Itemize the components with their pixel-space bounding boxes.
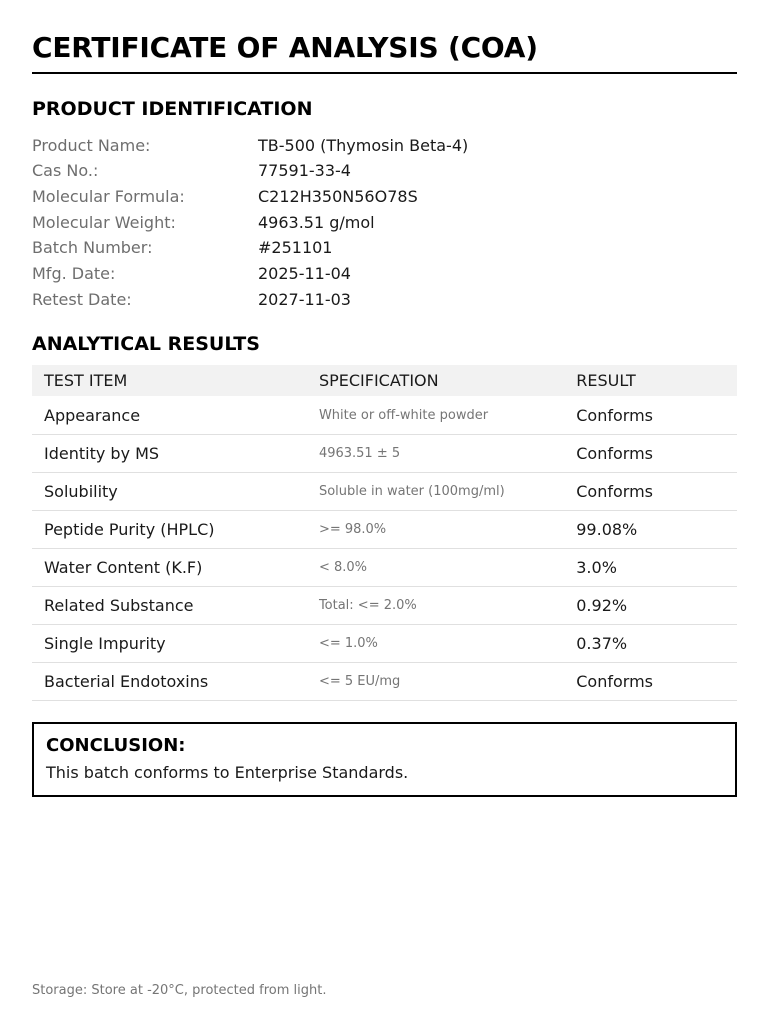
table-row: Bacterial Endotoxins <= 5 EU/mg Conforms <box>32 662 737 701</box>
result-cell: Conforms <box>564 434 737 473</box>
result-cell: 3.0% <box>564 548 737 587</box>
test-item-cell: Peptide Purity (HPLC) <box>32 510 307 549</box>
column-header-specification: SPECIFICATION <box>306 365 565 397</box>
coa-document: CERTIFICATE OF ANALYSIS (COA) PRODUCT ID… <box>32 31 737 797</box>
test-item-cell: Solubility <box>32 472 307 511</box>
table-row: Appearance White or off-white powder Con… <box>32 396 737 435</box>
table-row: Related Substance Total: <= 2.0% 0.92% <box>32 586 737 625</box>
title-divider <box>32 71 737 74</box>
field-label: Cas No.: <box>32 161 99 181</box>
table-row: Identity by MS 4963.51 ± 5 Conforms <box>32 434 737 473</box>
specification-cell: <= 1.0% <box>306 624 565 663</box>
product-identification-heading: PRODUCT IDENTIFICATION <box>32 97 313 120</box>
product-field-row: Product Name: TB-500 (Thymosin Beta-4) <box>32 133 737 159</box>
storage-note: Storage: Store at -20°C, protected from … <box>32 983 327 998</box>
field-value: 4963.51 g/mol <box>258 212 375 232</box>
specification-cell: <= 5 EU/mg <box>306 662 565 701</box>
table-row: Single Impurity <= 1.0% 0.37% <box>32 624 737 663</box>
product-identification-section: PRODUCT IDENTIFICATION Product Name: TB-… <box>32 98 737 313</box>
test-item-cell: Identity by MS <box>32 434 307 473</box>
table-row: Water Content (K.F) < 8.0% 3.0% <box>32 548 737 587</box>
table-row: Peptide Purity (HPLC) >= 98.0% 99.08% <box>32 510 737 549</box>
column-header-result: RESULT <box>564 365 737 397</box>
specification-cell: < 8.0% <box>306 548 565 587</box>
test-item-cell: Single Impurity <box>32 624 307 663</box>
specification-cell: 4963.51 ± 5 <box>306 434 565 473</box>
product-field-row: Batch Number: #251101 <box>32 235 737 261</box>
conclusion-box: CONCLUSION: This batch conforms to Enter… <box>32 721 737 797</box>
analytical-results-section: ANALYTICAL RESULTS TEST ITEM SPECIFICATI… <box>32 333 737 701</box>
specification-cell: White or off-white powder <box>306 396 565 435</box>
field-value: 2025-11-04 <box>258 264 351 284</box>
specification-cell: >= 98.0% <box>306 510 565 549</box>
field-value: C212H350N56O78S <box>258 187 418 206</box>
field-value: TB-500 (Thymosin Beta-4) <box>258 135 469 155</box>
field-label: Retest Date: <box>32 289 132 309</box>
product-field-row: Molecular Weight: 4963.51 g/mol <box>32 210 737 236</box>
product-identification-fields: Product Name: TB-500 (Thymosin Beta-4) C… <box>32 133 737 313</box>
field-label: Product Name: <box>32 135 151 155</box>
analytical-results-table: TEST ITEM SPECIFICATION RESULT Appearanc… <box>32 365 737 701</box>
field-label: Molecular Weight: <box>32 212 176 232</box>
result-cell: 0.92% <box>564 586 737 625</box>
table-header-row: TEST ITEM SPECIFICATION RESULT <box>32 365 737 397</box>
result-cell: Conforms <box>564 472 737 511</box>
field-value: 77591-33-4 <box>258 161 351 181</box>
analytical-results-heading: ANALYTICAL RESULTS <box>32 332 260 355</box>
product-field-row: Mfg. Date: 2025-11-04 <box>32 261 737 287</box>
product-field-row: Retest Date: 2027-11-03 <box>32 287 737 313</box>
field-label: Mfg. Date: <box>32 264 116 284</box>
product-field-row: Molecular Formula: C212H350N56O78S <box>32 184 737 210</box>
field-label: Batch Number: <box>32 238 153 258</box>
table-row: Solubility Soluble in water (100mg/ml) C… <box>32 472 737 511</box>
field-value: 2027-11-03 <box>258 289 351 309</box>
page-title: CERTIFICATE OF ANALYSIS (COA) <box>32 31 538 64</box>
conclusion-heading: CONCLUSION: <box>46 734 186 756</box>
test-item-cell: Related Substance <box>32 586 307 625</box>
test-item-cell: Bacterial Endotoxins <box>32 662 307 701</box>
specification-cell: Total: <= 2.0% <box>306 586 565 625</box>
result-cell: 0.37% <box>564 624 737 663</box>
test-item-cell: Appearance <box>32 396 307 435</box>
result-cell: 99.08% <box>564 510 737 549</box>
field-label: Molecular Formula: <box>32 187 185 206</box>
test-item-cell: Water Content (K.F) <box>32 548 307 587</box>
conclusion-text: This batch conforms to Enterprise Standa… <box>46 763 409 783</box>
result-cell: Conforms <box>564 662 737 701</box>
product-field-row: Cas No.: 77591-33-4 <box>32 158 737 184</box>
field-value: #251101 <box>258 238 333 258</box>
specification-cell: Soluble in water (100mg/ml) <box>306 472 565 511</box>
column-header-test-item: TEST ITEM <box>32 365 307 397</box>
result-cell: Conforms <box>564 396 737 435</box>
